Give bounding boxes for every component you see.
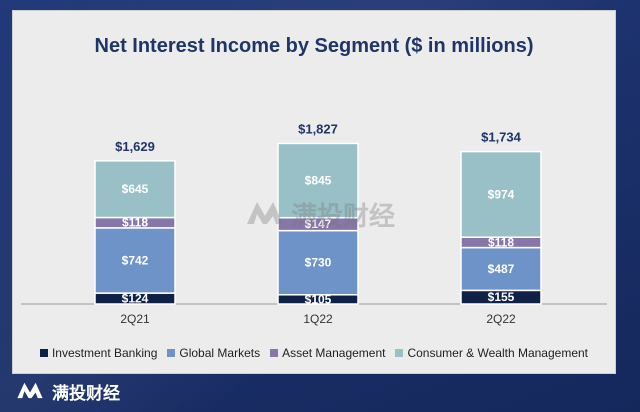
segment-value-label: $155 xyxy=(488,290,515,304)
chart-panel: Net Interest Income by Segment ($ in mil… xyxy=(12,10,616,374)
x-tick-label: 2Q22 xyxy=(486,312,516,326)
bar-segment xyxy=(460,246,542,292)
total-label: $1,734 xyxy=(481,130,522,145)
legend-swatch xyxy=(270,349,279,357)
legend: Investment Banking Global Markets Asset Ma… xyxy=(13,346,615,360)
legend-item: Global Markets xyxy=(167,346,260,360)
bar-segment xyxy=(94,160,176,219)
segment-value-label: $147 xyxy=(305,217,332,231)
bar-segment xyxy=(277,229,359,296)
segment-value-label: $730 xyxy=(305,256,332,270)
legend-label: Global Markets xyxy=(179,346,261,360)
segment-value-label: $124 xyxy=(122,292,149,306)
chart-title: Net Interest Income by Segment ($ in mil… xyxy=(94,35,534,57)
bar-segment xyxy=(277,142,359,219)
legend-item: Asset Management xyxy=(270,346,385,360)
legend-item: Investment Banking xyxy=(39,346,158,360)
total-label: $1,827 xyxy=(298,121,338,136)
segment-value-label: $105 xyxy=(305,292,332,306)
stacked-bar-chart: $124 $742 $118 $645 $1,629 2Q21 $105 $730 $147 $8… xyxy=(21,121,607,326)
x-tick-label: 1Q22 xyxy=(303,312,333,326)
total-label: $1,629 xyxy=(115,139,155,154)
segment-value-label: $487 xyxy=(488,262,515,276)
legend-swatch xyxy=(167,349,176,357)
legend-swatch xyxy=(39,349,48,357)
bar-segment xyxy=(94,227,176,294)
brand: 满投财经 xyxy=(16,378,120,405)
x-tick-label: 2Q21 xyxy=(120,312,150,326)
legend-label: Consumer & Wealth Management xyxy=(407,346,589,360)
segment-value-label: $742 xyxy=(122,253,149,267)
legend-label: Asset Management xyxy=(282,346,386,360)
segment-value-label: $118 xyxy=(122,216,148,230)
segment-value-label: $118 xyxy=(488,235,514,249)
legend-swatch xyxy=(395,349,404,357)
segment-value-label: $974 xyxy=(488,187,515,201)
bar-segment xyxy=(460,150,542,238)
mountain-logo-icon xyxy=(16,378,44,405)
segment-value-label: $645 xyxy=(122,182,149,196)
segment-value-label: $845 xyxy=(305,174,332,188)
brand-text: 满投财经 xyxy=(52,384,120,403)
legend-item: Consumer & Wealth Management xyxy=(395,346,588,360)
legend-label: Investment Banking xyxy=(51,346,158,360)
